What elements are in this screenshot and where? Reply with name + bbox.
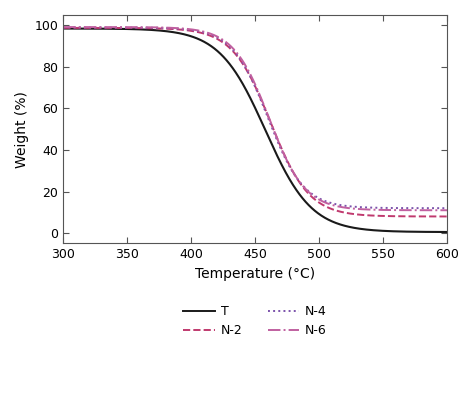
N-4	[360, 205, 365, 210]
Legend: T, N-2, N-4, N-6: T, N-2, N-4, N-6	[178, 300, 332, 342]
Line: N-2: N-2	[64, 28, 447, 216]
T	[216, 49, 221, 54]
N-2	[360, 213, 365, 218]
N-6	[229, 45, 235, 50]
N-6	[366, 207, 372, 212]
T	[229, 65, 235, 70]
T	[324, 216, 329, 221]
T	[360, 227, 365, 231]
X-axis label: Temperature (°C): Temperature (°C)	[195, 267, 315, 281]
N-6	[61, 25, 66, 29]
N-6	[444, 208, 450, 213]
N-2	[366, 213, 372, 218]
N-2	[444, 214, 450, 219]
N-4	[444, 206, 450, 211]
N-6	[100, 25, 105, 29]
N-6	[324, 201, 329, 206]
T	[100, 26, 105, 31]
Line: T: T	[64, 29, 447, 232]
T	[444, 229, 450, 234]
N-2	[324, 204, 329, 209]
Line: N-4: N-4	[64, 27, 447, 208]
N-2	[229, 48, 235, 53]
N-4	[366, 205, 372, 210]
N-4	[229, 47, 235, 52]
Line: N-6: N-6	[64, 27, 447, 210]
N-6	[216, 35, 221, 40]
N-6	[360, 207, 365, 212]
N-2	[61, 25, 66, 30]
T	[61, 26, 66, 31]
N-4	[61, 25, 66, 30]
Y-axis label: Weight (%): Weight (%)	[15, 91, 29, 168]
N-4	[324, 199, 329, 204]
N-2	[100, 25, 105, 30]
T	[366, 227, 372, 232]
N-2	[216, 37, 221, 42]
N-4	[216, 36, 221, 40]
N-4	[100, 25, 105, 30]
